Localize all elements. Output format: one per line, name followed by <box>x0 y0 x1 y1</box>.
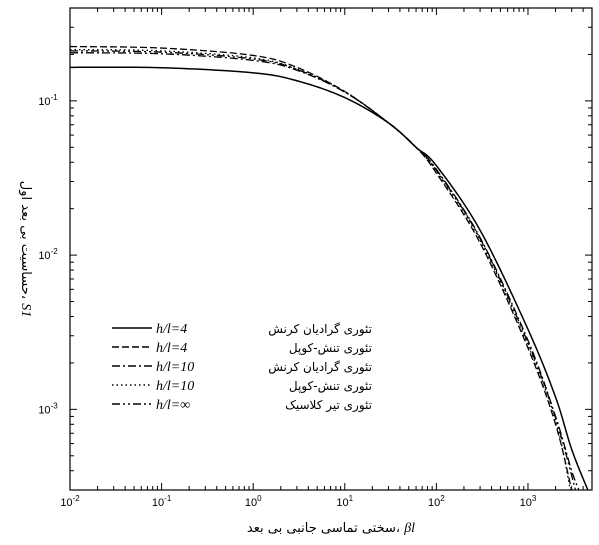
x-tick-label: 100 <box>245 494 262 509</box>
y-axis-label: حساسیت بی بعد اول، S1 <box>18 181 33 317</box>
x-tick-label: 10-2 <box>60 494 80 509</box>
x-tick-label: 10-1 <box>152 494 172 509</box>
legend-label-1: تئوری گرادیان کرنش <box>268 322 372 337</box>
series-line-2 <box>70 45 573 490</box>
legend-label-2: تئوری تنش-کوپل <box>289 341 372 356</box>
y-tick-label: 10-3 <box>38 401 58 416</box>
x-axis-symbol: βl <box>403 521 415 536</box>
series-line-1 <box>70 66 589 490</box>
legend-label-4: تئوری تنش-کوپل <box>289 379 372 394</box>
axis-ticks <box>69 7 593 491</box>
legend-param-1: h/l=4 <box>156 322 187 337</box>
legend-param-5: h/l=∞ <box>156 398 190 413</box>
y-tick-label: 10-1 <box>38 93 58 108</box>
legend-label-3: تئوری گرادیان کرنش <box>268 360 372 375</box>
x-tick-label: 102 <box>428 494 445 509</box>
series-line-5 <box>70 50 577 490</box>
x-axis-label: سختی تماسی جانبی بی بعد، βl <box>247 521 415 536</box>
x-tick-label: 101 <box>336 494 353 509</box>
x-tick-label: 103 <box>520 494 537 509</box>
legend: h/l=4 تئوری گرادیان کرنش h/l=4 تئوری تنش-کو… <box>112 322 372 413</box>
legend-param-2: h/l=4 <box>156 341 187 356</box>
series-line-4 <box>70 48 571 490</box>
legend-param-4: h/l=10 <box>156 379 194 394</box>
y-axis-symbol: S1 <box>18 303 33 317</box>
y-tick-label: 10-2 <box>38 247 58 262</box>
series-lines <box>70 45 589 490</box>
legend-label-5: تئوری تیر کلاسیک <box>285 398 372 413</box>
legend-param-3: h/l=10 <box>156 360 194 375</box>
series-line-3 <box>70 52 580 490</box>
plot-frame <box>69 7 593 491</box>
tick-labels: 10-2 10-1 100 101 102 103 10-3 10-2 10-1 <box>38 93 537 509</box>
